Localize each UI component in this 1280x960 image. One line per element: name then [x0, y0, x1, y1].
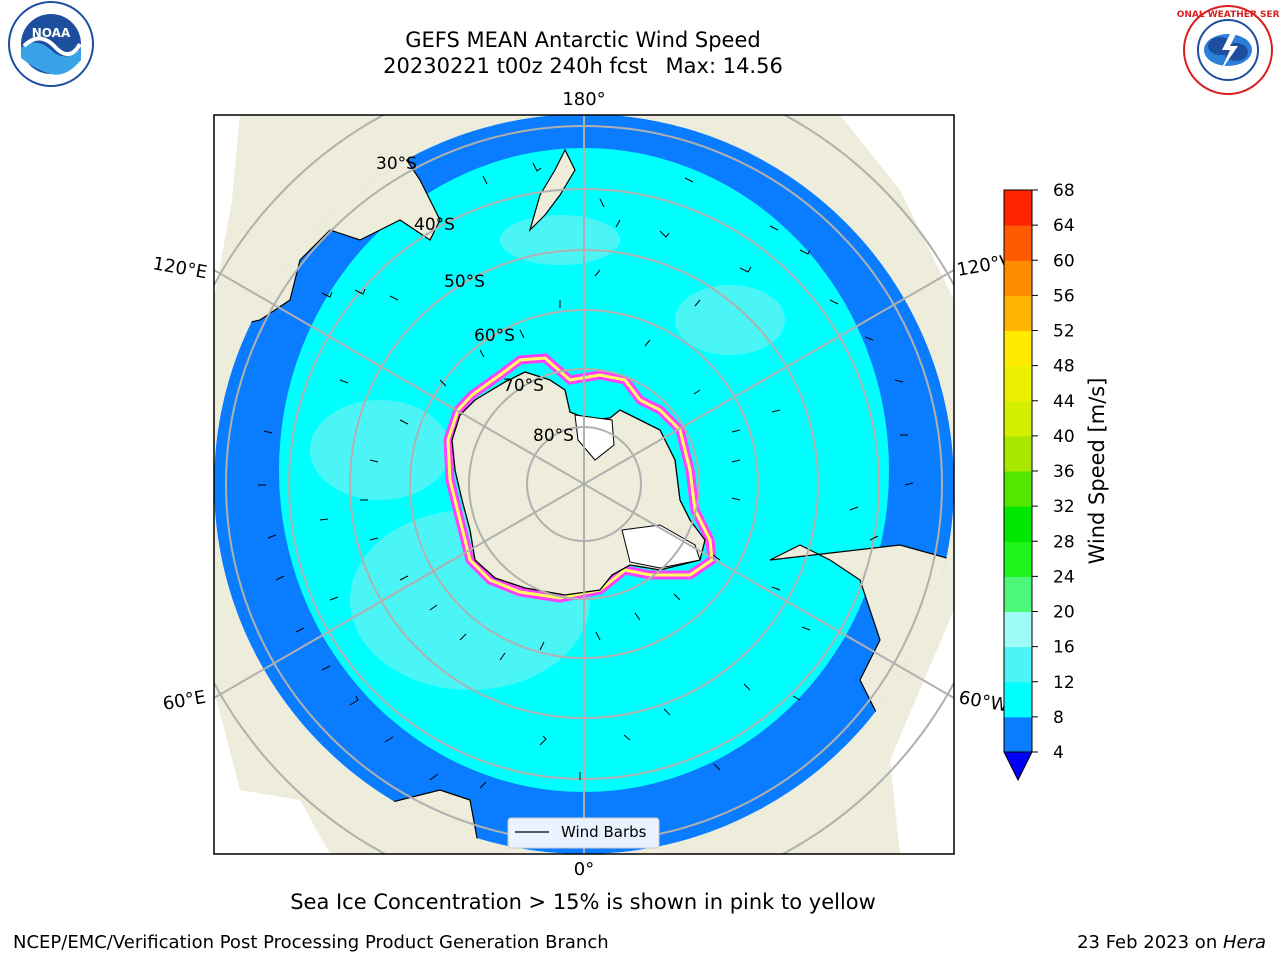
nws-logo-icon: NATIONAL WEATHER SERVICE — [1176, 5, 1280, 95]
lon-label-bottom: 0° — [574, 859, 594, 880]
colorbar-label: Wind Speed [m/s] — [1085, 377, 1109, 565]
colorbar-segment — [1004, 295, 1032, 331]
wind-12-16-patch — [675, 285, 785, 355]
wind-barbs — [258, 162, 914, 789]
lat-label-60s: 60°S — [474, 326, 515, 346]
colorbar-tick-label: 56 — [1053, 286, 1075, 306]
colorbar-segment — [1004, 716, 1032, 753]
colorbar-tick-label: 64 — [1053, 216, 1075, 236]
colorbar-tick-label: 16 — [1053, 638, 1075, 658]
colorbar-tick-label: 8 — [1053, 708, 1064, 728]
legend: Wind Barbs — [507, 817, 660, 849]
nws-logo-text: NATIONAL WEATHER SERVICE — [1176, 10, 1280, 20]
chart-subtitle: 20230221 t00z 240h fcst Max: 14.56 — [283, 53, 883, 79]
colorbar-segment — [1004, 400, 1032, 437]
colorbar-segment — [1004, 541, 1032, 577]
colorbar-tick-label: 28 — [1053, 532, 1075, 552]
colorbar-segment — [1004, 471, 1032, 507]
footer-date-text: 23 Feb 2023 on — [1077, 932, 1223, 953]
colorbar-segment — [1004, 435, 1032, 472]
lon-label-top: 180° — [562, 89, 605, 110]
legend-box — [507, 817, 660, 849]
colorbar-segment — [1004, 646, 1032, 683]
colorbar-under-arrow — [1003, 751, 1033, 782]
chart-title: GEFS MEAN Antarctic Wind Speed — [405, 28, 761, 52]
corner-blank — [214, 115, 240, 300]
colorbar-tick-label: 24 — [1053, 567, 1075, 587]
colorbar-tick-label: 68 — [1053, 181, 1075, 201]
colorbar-tick-label: 48 — [1053, 357, 1075, 377]
lon-label-upper-left: 120°E — [151, 253, 209, 283]
colorbar-segment — [1004, 681, 1032, 718]
footer-date: 23 Feb 2023 on Hera — [1077, 932, 1266, 953]
colorbar-tick-label: 60 — [1053, 251, 1075, 271]
map-frame — [213, 114, 955, 855]
colorbar-tick-label: 4 — [1053, 743, 1064, 763]
forecast-run: 20230221 t00z 240h fcst — [383, 54, 648, 78]
latitude-labels: 30°S 40°S 50°S 60°S 70°S 80°S — [376, 154, 574, 446]
colorbar-segment — [1004, 576, 1032, 612]
lat-label-70s: 70°S — [503, 376, 544, 396]
max-value: Max: 14.56 — [665, 54, 783, 78]
corner-blank — [214, 690, 330, 854]
footer-branch: NCEP/EMC/Verification Post Processing Pr… — [13, 932, 609, 953]
legend-label: Wind Barbs — [561, 823, 647, 841]
sea-ice-caption: Sea Ice Concentration > 15% is shown in … — [290, 890, 876, 914]
colorbar-segment — [1004, 190, 1032, 226]
colorbar-tick-label: 20 — [1053, 603, 1075, 623]
colorbar-tick-label: 32 — [1053, 497, 1075, 517]
sea-ice-inner — [446, 356, 714, 600]
map-frame-content — [214, 115, 954, 854]
footer-machine: Hera — [1222, 932, 1266, 953]
lon-label-lower-left: 60°E — [161, 687, 207, 715]
colorbar-segment — [1004, 225, 1032, 261]
colorbar-tick-label: 52 — [1053, 322, 1075, 342]
graticule — [214, 115, 954, 854]
colorbar-segment — [1004, 330, 1032, 367]
lat-label-30s: 30°S — [376, 154, 417, 174]
lon-label-lower-right: 60°W — [957, 687, 1010, 716]
corner-blank — [840, 115, 954, 300]
colorbar-segment — [1004, 611, 1032, 648]
colorbar-segment — [1004, 260, 1032, 296]
noaa-logo-icon: NOAA — [8, 1, 94, 87]
wind-12-16-patch — [500, 215, 620, 265]
colorbar-tick-label: 12 — [1053, 673, 1075, 693]
lat-label-40s: 40°S — [414, 215, 455, 235]
lat-label-50s: 50°S — [444, 272, 485, 292]
colorbar-tick-label: 36 — [1053, 462, 1075, 482]
colorbar-tick-label: 44 — [1053, 392, 1075, 412]
noaa-logo-text: NOAA — [32, 26, 71, 40]
wind-12-16-patch — [310, 400, 450, 500]
colorbar-tick-label: 40 — [1053, 427, 1075, 447]
colorbar-segment — [1004, 365, 1032, 402]
weddell-ice-shelf — [621, 524, 701, 569]
meridian-60E-120W — [214, 269, 954, 699]
colorbar-segment — [1004, 506, 1032, 542]
lat-label-80s: 80°S — [533, 426, 574, 446]
